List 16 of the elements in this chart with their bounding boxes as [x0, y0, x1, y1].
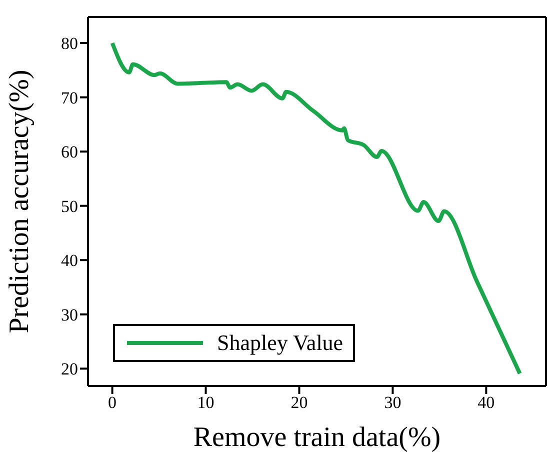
y-tick-label: 30 — [61, 305, 78, 324]
y-tick-label: 50 — [61, 196, 78, 216]
y-tick-label: 20 — [61, 360, 78, 379]
x-tick-label: 30 — [384, 393, 402, 412]
y-tick-label: 70 — [61, 88, 78, 108]
x-tick-label: 40 — [478, 393, 495, 412]
x-axis-title: Remove train data(%) — [193, 422, 441, 453]
y-tick-label: 80 — [61, 34, 78, 54]
y-tick-label: 60 — [61, 142, 78, 162]
line-series — [110, 41, 522, 376]
x-tick-label: 10 — [197, 393, 214, 412]
x-tick-label: 20 — [290, 393, 308, 412]
legend-label: Shapley Value — [217, 330, 344, 356]
y-axis-title: Prediction accuracy(%) — [4, 70, 35, 334]
x-tick-label: 0 — [108, 393, 117, 412]
y-tick-label: 40 — [61, 251, 78, 270]
